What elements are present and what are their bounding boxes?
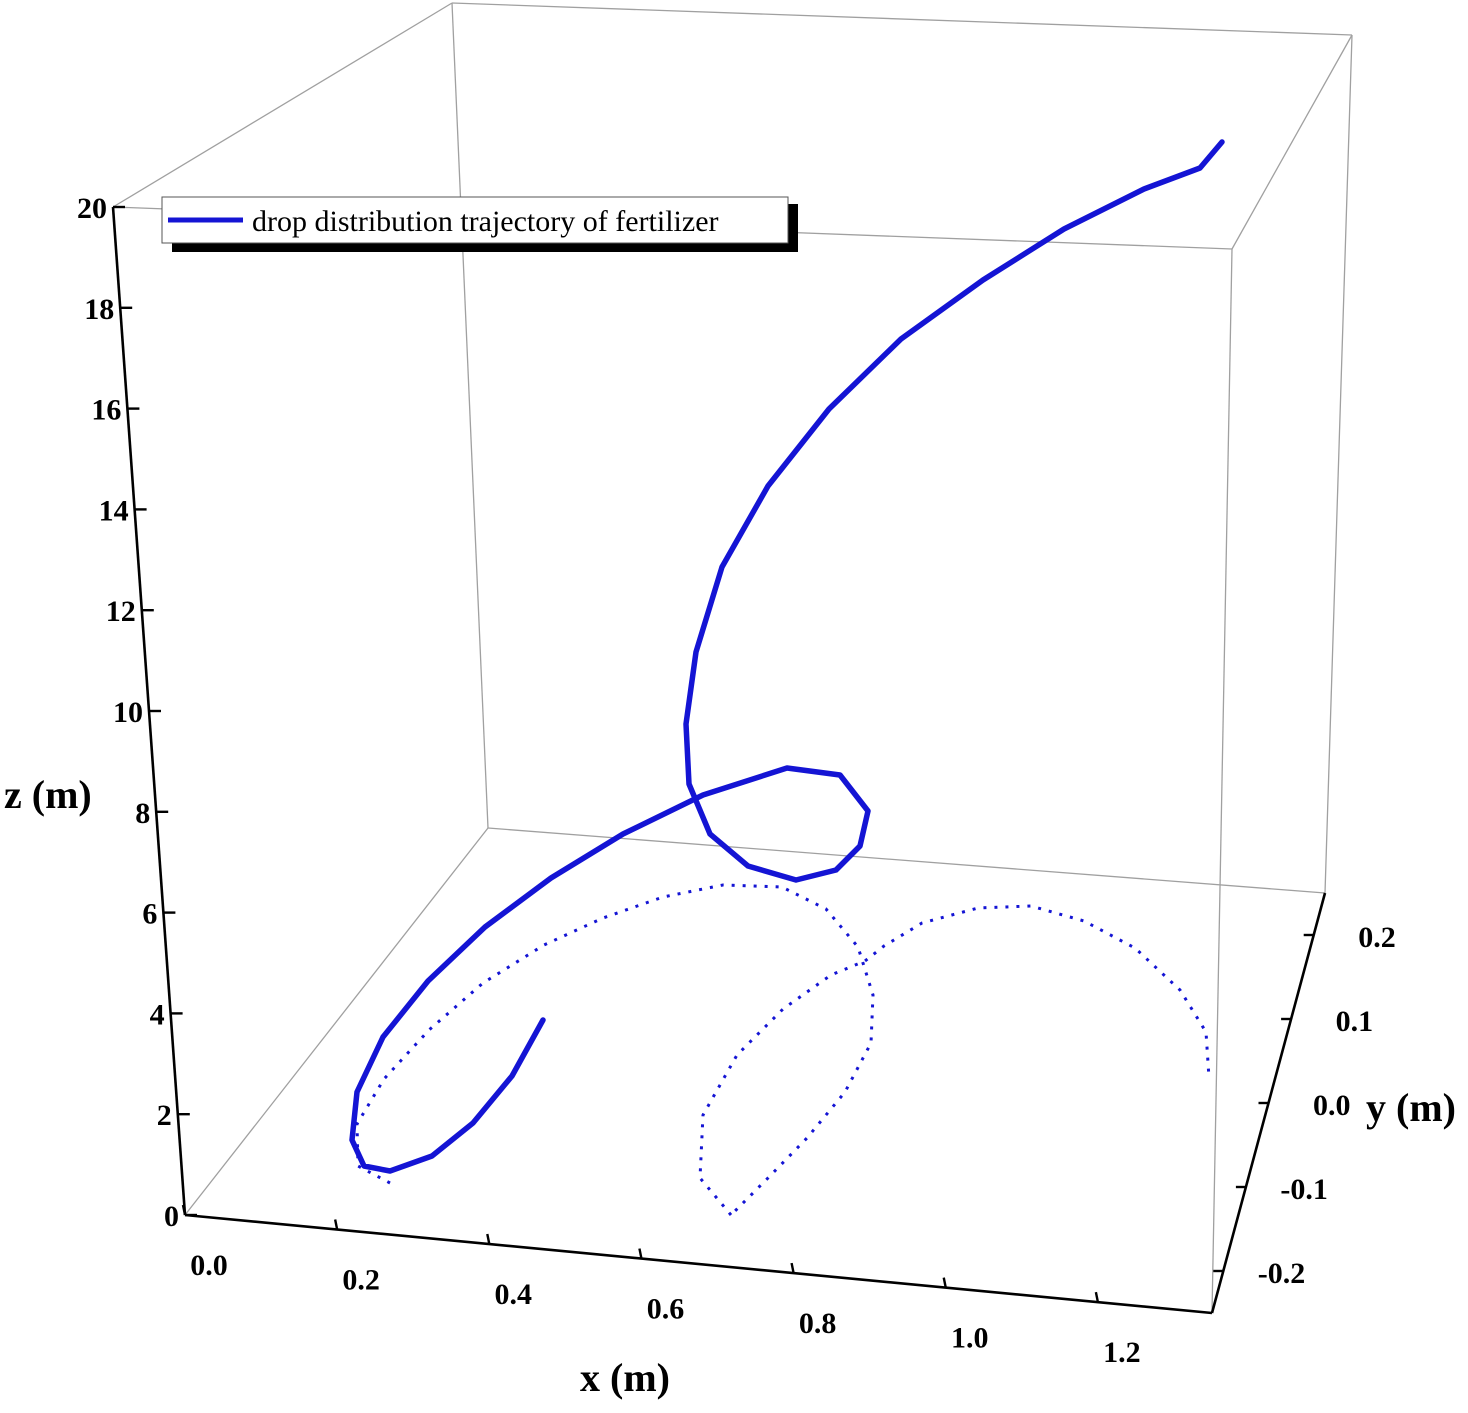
x-tick-label: 0.0 xyxy=(190,1249,228,1282)
y-tick-label: -0.1 xyxy=(1280,1173,1328,1206)
legend-label: drop distribution trajectory of fertiliz… xyxy=(252,205,719,238)
z-tick-label: 16 xyxy=(91,394,121,427)
box-edge xyxy=(451,2,1353,36)
z-axis-ticks: 0 2 4 6 8 10 12 14 16 18 20 xyxy=(77,192,197,1233)
z-tick-label: 4 xyxy=(150,998,165,1031)
x-tick-label: 0.8 xyxy=(799,1307,837,1340)
y-axis-ticks: -0.2 -0.1 0.0 0.1 0.2 xyxy=(1213,921,1396,1290)
x-tick-label: 1.0 xyxy=(951,1322,989,1355)
y-axis-title: y (m) xyxy=(1366,1085,1456,1130)
x-tick xyxy=(181,1204,187,1216)
z-tick-label: 10 xyxy=(113,696,143,729)
trajectory-floor-projection xyxy=(698,904,1211,1216)
z-axis-title: z (m) xyxy=(4,772,92,817)
x-tick xyxy=(1094,1291,1100,1303)
y-tick-label: 0.2 xyxy=(1358,921,1396,954)
x-tick-label: 1.2 xyxy=(1103,1336,1141,1369)
z-tick-label: 18 xyxy=(84,293,114,326)
z-tick-label: 0 xyxy=(164,1200,179,1233)
x-tick-label: 0.6 xyxy=(647,1293,685,1326)
z-tick-label: 14 xyxy=(99,494,129,527)
x-axis-ticks: 0.0 0.2 0.4 0.6 0.8 1.0 1.2 xyxy=(181,1204,1141,1369)
legend: drop distribution trajectory of fertiliz… xyxy=(161,196,798,252)
box-edge xyxy=(451,2,489,829)
x-tick xyxy=(942,1277,947,1288)
y-tick-label: -0.2 xyxy=(1258,1257,1306,1290)
box-edge xyxy=(1211,248,1233,1314)
box-edge xyxy=(184,827,489,1216)
box-edge xyxy=(487,827,1326,894)
x-tick xyxy=(333,1219,339,1230)
y-tick-label: 0.0 xyxy=(1313,1089,1351,1122)
z-tick-label: 6 xyxy=(142,898,157,931)
box-edge xyxy=(1231,34,1353,250)
trajectory-line xyxy=(349,139,1225,1174)
x-tick xyxy=(790,1262,795,1274)
z-tick-label: 2 xyxy=(157,1099,172,1132)
x-tick-label: 0.4 xyxy=(495,1278,533,1311)
box-edge xyxy=(112,2,453,208)
z-tick-label: 12 xyxy=(106,595,136,628)
x-tick xyxy=(638,1248,643,1259)
z-tick-label: 20 xyxy=(77,192,107,225)
z-tick-label: 8 xyxy=(135,797,150,830)
box-edge xyxy=(1324,34,1353,894)
x-axis-line xyxy=(184,1213,1213,1315)
legend-box xyxy=(161,196,789,244)
x-tick xyxy=(486,1233,491,1245)
x-axis-title: x (m) xyxy=(580,1355,670,1400)
y-tick-label: 0.1 xyxy=(1336,1005,1374,1038)
trajectory-floor-projection xyxy=(355,883,875,1217)
x-tick-label: 0.2 xyxy=(342,1264,380,1297)
